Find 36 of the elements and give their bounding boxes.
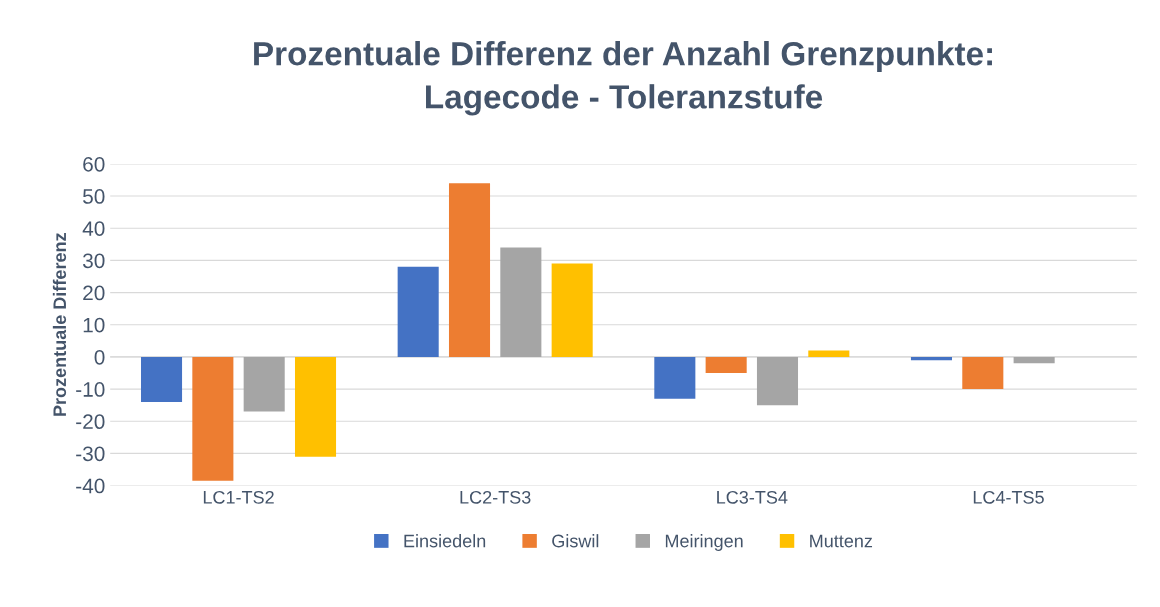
y-tick-label: -20 — [76, 414, 105, 430]
y-axis-title: Prozentuale Differenz — [52, 233, 67, 416]
x-tick-label: LC3-TS4 — [717, 490, 788, 504]
bar — [243, 356, 285, 412]
legend-label: Meiringen — [665, 534, 743, 551]
bar — [808, 350, 850, 357]
y-tick-label: 30 — [82, 253, 105, 269]
x-tick-label: LC1-TS2 — [203, 490, 274, 504]
x-tick-label: LC4-TS5 — [973, 490, 1044, 504]
y-tick-label: 20 — [83, 285, 105, 301]
y-tick-label: 60 — [83, 156, 105, 172]
bar — [192, 356, 234, 481]
bar — [294, 356, 337, 457]
y-tick-label: 50 — [83, 189, 105, 204]
y-tick-label: -10 — [76, 382, 105, 397]
y-tick-label: 40 — [82, 221, 105, 236]
bar — [141, 356, 183, 402]
y-tick-label: 0 — [94, 349, 105, 365]
y-tick-label: 10 — [83, 317, 105, 333]
bar — [1013, 356, 1055, 364]
legend-label: Giswil — [552, 534, 599, 548]
bar — [500, 247, 542, 357]
y-tick-label: -40 — [76, 478, 105, 494]
legend-label: Einsiedeln — [404, 534, 486, 548]
bar — [756, 356, 799, 406]
bar — [654, 356, 696, 399]
bar — [910, 356, 953, 361]
bar — [448, 183, 491, 357]
x-tick-label: LC2-TS3 — [460, 490, 531, 504]
y-tick-label: -30 — [76, 446, 105, 462]
bar — [397, 266, 439, 357]
chart-title: Prozentuale Differenz der Anzahl Grenzpunkte: Lagecode - Toleranzstufe — [254, 41, 992, 116]
legend-label: Muttenz — [810, 534, 873, 548]
bar — [551, 263, 593, 357]
bar — [962, 356, 1004, 390]
bar — [705, 356, 747, 373]
